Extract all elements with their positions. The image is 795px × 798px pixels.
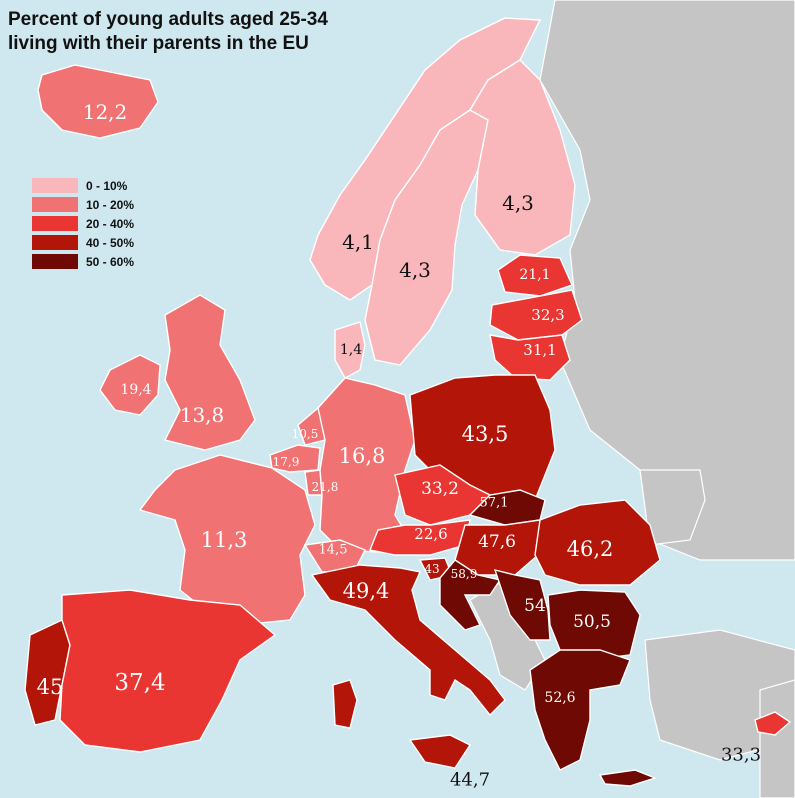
legend-swatch [32, 178, 78, 193]
legend-item: 0 - 10% [32, 176, 134, 195]
legend-label: 40 - 50% [86, 235, 135, 250]
label-luxembourg: 21,8 [311, 480, 339, 494]
legend-item: 40 - 50% [32, 233, 134, 252]
legend-swatch [32, 254, 78, 269]
legend-label: 20 - 40% [86, 216, 135, 231]
label-cyprus: 33,3 [720, 744, 762, 766]
sicily-shape [408, 734, 472, 769]
label-malta: 44,7 [449, 769, 491, 791]
label-netherlands: 10,5 [291, 427, 319, 441]
legend: 0 - 10% 10 - 20% 20 - 40% 40 - 50% 50 - … [32, 176, 134, 271]
legend-swatch [32, 216, 78, 231]
label-sweden: 4,3 [399, 258, 431, 282]
label-portugal: 45 [36, 675, 64, 699]
label-germany: 16,8 [338, 444, 386, 468]
bulgaria-shape [547, 589, 641, 661]
legend-label: 50 - 60% [86, 254, 135, 269]
france-shape [138, 454, 316, 626]
label-uk: 13,8 [179, 403, 225, 427]
label-latvia: 32,3 [531, 306, 565, 324]
iceland-shape [37, 64, 159, 139]
lithuania-shape [489, 334, 571, 381]
legend-swatch [32, 197, 78, 212]
latvia-shape [489, 289, 583, 341]
label-slovakia: 57,1 [479, 495, 509, 511]
spain-shape [59, 589, 277, 753]
russia-belarus-ukraine [539, 0, 795, 561]
legend-item: 50 - 60% [32, 252, 134, 271]
label-finland: 4,3 [502, 191, 534, 215]
label-serbia: 54 [524, 596, 546, 616]
label-poland: 43,5 [461, 422, 509, 446]
label-denmark: 1,4 [339, 342, 363, 358]
label-belgium: 17,9 [272, 455, 300, 469]
map-title: Percent of young adults aged 25-34 livin… [8, 8, 328, 56]
italy-shape [310, 564, 506, 717]
label-lithuania: 31,1 [523, 341, 557, 359]
label-ireland: 19,4 [120, 382, 152, 398]
croatia-shape [439, 559, 502, 631]
label-norway: 4,1 [342, 230, 374, 254]
finland-shape [469, 59, 576, 256]
serbia-shape [493, 569, 551, 641]
sweden-shape [364, 109, 489, 366]
middle-east [759, 679, 795, 798]
label-italy: 49,4 [342, 579, 390, 603]
legend-swatch [32, 235, 78, 250]
label-romania: 46,2 [566, 537, 614, 561]
legend-label: 10 - 20% [86, 197, 135, 212]
label-austria: 22,6 [414, 525, 448, 543]
label-france: 11,3 [200, 528, 248, 552]
label-czechia: 33,2 [421, 479, 459, 499]
label-iceland: 12,2 [82, 100, 128, 124]
label-croatia: 58,9 [450, 567, 478, 581]
switzerland-shape [303, 539, 366, 573]
legend-item: 20 - 40% [32, 214, 134, 233]
denmark-shape [334, 321, 366, 379]
label-greece: 52,6 [544, 690, 576, 706]
romania-shape [534, 499, 661, 586]
label-hungary: 47,6 [478, 532, 516, 552]
cyprus-shape [754, 711, 792, 736]
uk-shape [163, 294, 256, 451]
ireland-shape [99, 354, 161, 416]
greece-shape [529, 649, 631, 771]
crete-shape [598, 769, 658, 787]
title-line-2: living with their parents in the EU [8, 33, 309, 54]
label-switzerland: 14,5 [318, 542, 348, 558]
title-line-1: Percent of young adults aged 25-34 [8, 9, 328, 30]
label-spain: 37,4 [114, 670, 166, 696]
label-estonia: 21,1 [519, 267, 551, 283]
legend-label: 0 - 10% [86, 178, 128, 193]
non-eu-land [469, 0, 795, 798]
countries [24, 17, 792, 787]
estonia-shape [497, 254, 573, 297]
legend-item: 10 - 20% [32, 195, 134, 214]
label-slovenia: 43 [424, 562, 440, 576]
label-bulgaria: 50,5 [573, 612, 611, 632]
sardinia-shape [332, 679, 358, 729]
